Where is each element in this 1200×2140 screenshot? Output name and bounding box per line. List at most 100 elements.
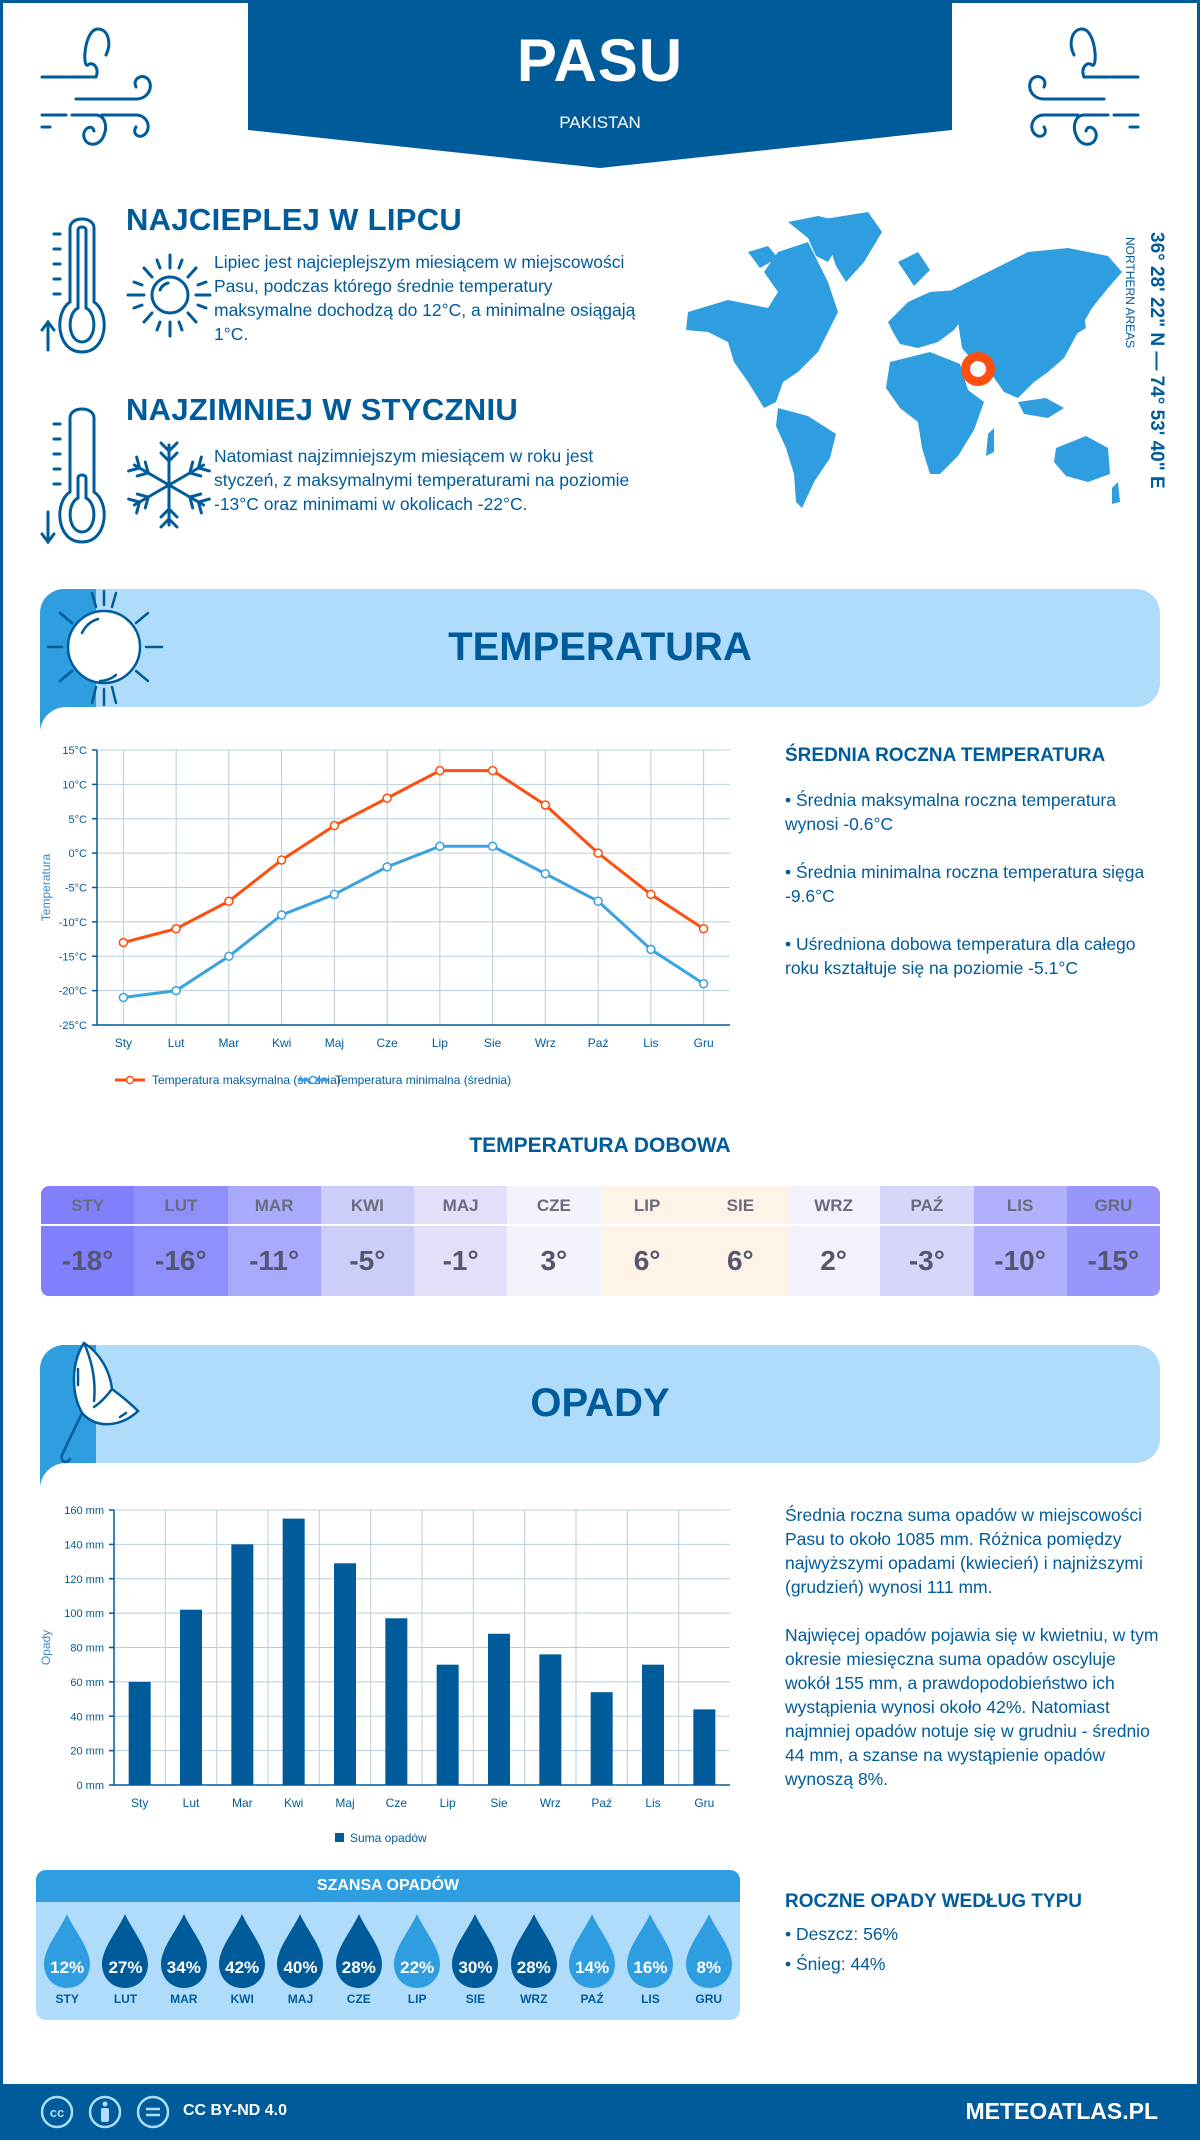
data-point (593, 848, 603, 858)
temperature-summary-title: ŚREDNIA ROCZNA TEMPERATURA (785, 745, 1106, 766)
chance-of-precipitation: SZANSA OPADÓW 12% STY 27% LUT 34% MAR 42% KWI 40… (36, 1870, 740, 2020)
month-label: GRU (1066, 1186, 1160, 1226)
sun-icon (46, 589, 164, 707)
y-tick-label: 140 mm (64, 1539, 104, 1551)
x-tick-label: Maj (325, 1036, 344, 1050)
precipitation-bar (642, 1664, 664, 1785)
no-derivatives-icon (136, 2095, 170, 2129)
daily-temperature-cell: LIS -10° (973, 1186, 1067, 1296)
data-point (382, 862, 392, 872)
y-tick-label: -5°C (65, 883, 87, 895)
month-label: SIE (693, 1186, 787, 1226)
precipitation-bar (231, 1544, 254, 1785)
y-tick-label: 160 mm (64, 1505, 104, 1517)
y-tick-label: -10°C (59, 917, 87, 929)
sun-icon (126, 253, 212, 338)
daily-temperature-value: -10° (994, 1245, 1046, 1276)
precipitation-bar (282, 1518, 305, 1785)
brand-link[interactable]: METEOATLAS.PL (965, 2098, 1158, 2124)
daily-temperature-cell: LUT -16° (134, 1186, 228, 1296)
x-tick-label: Lut (183, 1796, 200, 1810)
raindrop-icon (394, 1914, 441, 1988)
precipitation-chance-item: 27% LUT (98, 1902, 152, 2012)
data-point (382, 793, 392, 803)
month-label: MAJ (414, 1186, 508, 1226)
daily-temperature-value: -11° (249, 1245, 300, 1276)
daily-temperature-cell: LIP 6° (600, 1186, 694, 1296)
data-point (224, 896, 234, 906)
x-tick-label: Lis (645, 1796, 660, 1810)
data-point (435, 765, 445, 776)
daily-temperature-cell: WRZ 2° (787, 1186, 881, 1296)
country-label: PAKISTAN (559, 113, 641, 132)
rain-share: • Deszcz: 56% (785, 1924, 899, 1944)
precipitation-chance-item: 12% STY (40, 1902, 94, 2012)
temperature-section-title: TEMPERATURA (448, 625, 752, 669)
precipitation-chance-item: 22% LIP (390, 1902, 444, 2012)
precipitation-section-header: OPADY (40, 1341, 1160, 1493)
x-tick-label: Lut (168, 1036, 185, 1050)
region-label: NORTHERN AREAS (1123, 237, 1137, 349)
daily-temperature-value: -3° (908, 1245, 945, 1276)
month-label: WRZ (787, 1186, 881, 1226)
month-label: MAJ (287, 1992, 314, 2006)
x-tick-label: Wrz (540, 1796, 561, 1810)
y-tick-label: -20°C (59, 986, 87, 998)
license-label: CC BY-ND 4.0 (183, 2102, 288, 2119)
daily-temperature-value: -18° (61, 1245, 114, 1276)
daily-temperature-value: 2° (820, 1245, 848, 1276)
data-point (118, 992, 129, 1003)
month-label: MAR (170, 1992, 198, 2006)
precipitation-chance-value: 8% (696, 1958, 722, 1977)
summary-bullet: • Uśredniona dobowa temperatura dla całe… (785, 934, 1136, 978)
precipitation-bar (436, 1664, 459, 1785)
x-tick-label: Sty (131, 1796, 148, 1810)
data-point (540, 869, 551, 879)
precipitation-type-title: ROCZNE OPADY WEDŁUG TYPU (785, 1891, 1082, 1912)
coordinates-text: 36° 28' 22" N — 74° 53' 40" E (1146, 232, 1167, 489)
precipitation-chance-value: 27% (108, 1958, 143, 1977)
legend-marker (125, 1075, 135, 1085)
world-map (686, 212, 1122, 508)
precipitation-chance-value: 34% (166, 1958, 201, 1977)
x-tick-label: Cze (376, 1036, 398, 1050)
raindrop-icon (627, 1914, 674, 1988)
data-point (435, 841, 445, 851)
precipitation-chance-value: 28% (516, 1958, 551, 1977)
x-tick-label: Gru (694, 1036, 714, 1050)
chance-title: SZANSA OPADÓW (36, 1870, 740, 1902)
daily-temperature-value: -15° (1087, 1245, 1140, 1276)
precipitation-by-type: ROCZNE OPADY WEDŁUG TYPU • Deszcz: 56% •… (785, 1890, 1165, 1976)
month-label: KWI (320, 1186, 414, 1226)
legend-label: Temperatura maksymalna (średnia) (152, 1073, 341, 1087)
month-label: PAŹ (880, 1186, 974, 1226)
precipitation-chance-value: 30% (458, 1958, 493, 1977)
y-tick-label: 15°C (62, 745, 87, 757)
data-point (487, 841, 498, 851)
precipitation-chance-item: 16% LIS (623, 1902, 677, 2012)
data-point (487, 765, 498, 776)
x-tick-label: Mar (219, 1036, 240, 1050)
attribution-icon (88, 2095, 122, 2129)
data-point (698, 924, 709, 934)
raindrop-icon (102, 1914, 149, 1988)
legend-label: Suma opadów (350, 1831, 427, 1845)
precipitation-chance-value: 16% (633, 1958, 668, 1977)
daily-temperature-value: 6° (726, 1245, 754, 1276)
x-tick-label: Lis (643, 1036, 658, 1050)
precipitation-bar (180, 1609, 202, 1785)
data-point (224, 951, 234, 961)
thermometer-down-icon (40, 407, 106, 545)
month-label: CZE (507, 1186, 601, 1226)
cc-icon: cc (40, 2095, 74, 2129)
coldest-month-block: NAJZIMNIEJ W STYCZNIU Natomiast najzimni… (36, 392, 636, 552)
month-label: SIE (465, 1992, 486, 2006)
data-point (698, 979, 709, 989)
month-label: GRU (695, 1992, 723, 2006)
data-point (329, 889, 340, 900)
svg-text:cc: cc (50, 2105, 64, 2120)
data-point (171, 985, 181, 996)
umbrella-icon (60, 1341, 140, 1464)
wind-icon (1028, 27, 1140, 146)
daily-temperature-cell: SIE 6° (693, 1186, 787, 1296)
